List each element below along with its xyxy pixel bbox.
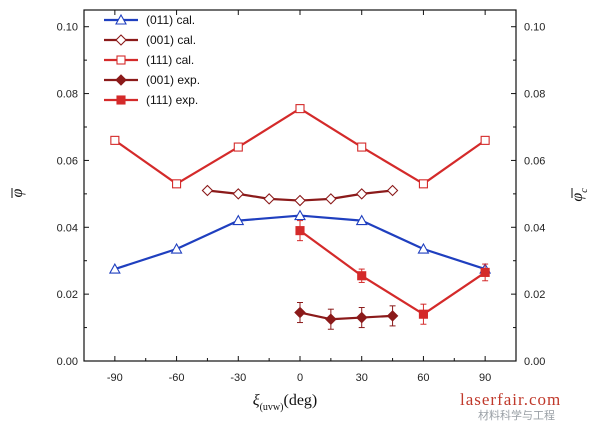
data-point [295, 104, 305, 114]
y-tick-label-right: 0.06 [524, 155, 545, 167]
series-layer [108, 104, 492, 330]
series-2 [201, 184, 399, 207]
legend-item: (111) exp. [104, 93, 198, 107]
x-tick-label: -90 [107, 372, 123, 384]
y-tick-label-left: 0.08 [57, 89, 78, 101]
series-3 [110, 104, 490, 189]
data-point [355, 311, 368, 324]
watermark: laserfair.com 材料科学与工程 [460, 390, 561, 422]
data-point [108, 262, 121, 274]
y-tick-label-right: 0.08 [524, 89, 545, 101]
axis-titles: ξ(uvw)(deg) φ φc [9, 188, 590, 413]
legend-label: (001) cal. [146, 33, 196, 47]
data-point [386, 310, 399, 322]
data-point [355, 214, 368, 226]
x-axis-subscript: (uvw) [260, 402, 284, 413]
data-point [263, 193, 275, 205]
legend-swatch-marker [115, 74, 127, 86]
x-tick-label: 30 [356, 372, 368, 384]
data-point [170, 242, 183, 254]
y-tick-label-right: 0.04 [524, 222, 545, 234]
x-tick-label: 0 [297, 372, 303, 384]
series-line [114, 107, 486, 185]
x-axis-symbol: ξ [253, 392, 260, 409]
legend-swatch-marker [116, 55, 126, 65]
legend-item: (001) exp. [104, 73, 200, 87]
data-point [110, 135, 120, 145]
y-axis-right-title: φc [569, 188, 590, 202]
x-tick-label: 90 [479, 372, 491, 384]
data-point [355, 188, 368, 200]
series-5 [295, 220, 490, 325]
y-tick-label-left: 0.06 [57, 155, 78, 167]
y-axis-right-subscript: c [579, 188, 590, 193]
x-axis-title: ξ(uvw)(deg) [253, 392, 318, 413]
data-point [417, 242, 430, 254]
data-point [294, 194, 306, 207]
legend-swatch-marker [116, 95, 126, 105]
data-point [232, 214, 245, 226]
y-tick-label-right: 0.00 [524, 356, 545, 368]
legend-item: (001) cal. [104, 33, 196, 47]
series-line [299, 311, 393, 321]
data-point [294, 209, 306, 221]
y-axis-right-symbol: φ [569, 193, 586, 202]
legend-label: (111) exp. [146, 93, 198, 107]
x-tick-label: 60 [417, 372, 429, 384]
x-axis-unit: (deg) [283, 392, 317, 409]
data-point [232, 188, 245, 200]
axis-ticks: -90 -60 -30 0 30 60 90 0.00 0.00 0.02 0.02 0.04 0.04… [57, 10, 545, 384]
data-point [172, 179, 182, 189]
legend-label: (001) exp. [146, 73, 200, 87]
legend: (011) cal. (001) cal. (111) cal. (001) exp.… [104, 13, 200, 107]
legend-item: (111) cal. [104, 53, 194, 67]
x-tick-label: -30 [230, 372, 246, 384]
data-point [294, 306, 306, 319]
series-1 [108, 209, 492, 274]
data-point [418, 309, 428, 319]
data-point [201, 184, 214, 197]
data-point [480, 267, 490, 277]
y-axis-left-title: φ [9, 188, 26, 197]
legend-item: (011) cal. [104, 13, 195, 27]
watermark-caption: 材料科学与工程 [478, 408, 555, 422]
legend-label: (111) cal. [146, 53, 194, 67]
series-4 [294, 302, 399, 330]
data-point [325, 193, 337, 205]
x-tick-label: -60 [169, 372, 185, 384]
data-point [233, 142, 243, 152]
data-point [357, 142, 367, 152]
data-point [480, 135, 490, 145]
watermark-domain: laserfair.com [460, 390, 561, 409]
data-point [357, 271, 367, 281]
data-point [325, 313, 337, 325]
data-point [386, 184, 399, 197]
data-point [295, 226, 305, 236]
series-line [299, 229, 486, 316]
legend-swatch-marker [115, 34, 127, 46]
y-tick-label-right: 0.10 [524, 22, 545, 34]
data-point [418, 179, 428, 189]
legend-swatch-marker [115, 13, 127, 25]
y-tick-label-left: 0.00 [57, 356, 78, 368]
y-tick-label-left: 0.10 [57, 22, 78, 34]
legend-label: (011) cal. [146, 13, 195, 27]
y-tick-label-left: 0.04 [57, 222, 78, 234]
y-tick-label-left: 0.02 [57, 289, 78, 301]
y-tick-label-right: 0.02 [524, 289, 545, 301]
